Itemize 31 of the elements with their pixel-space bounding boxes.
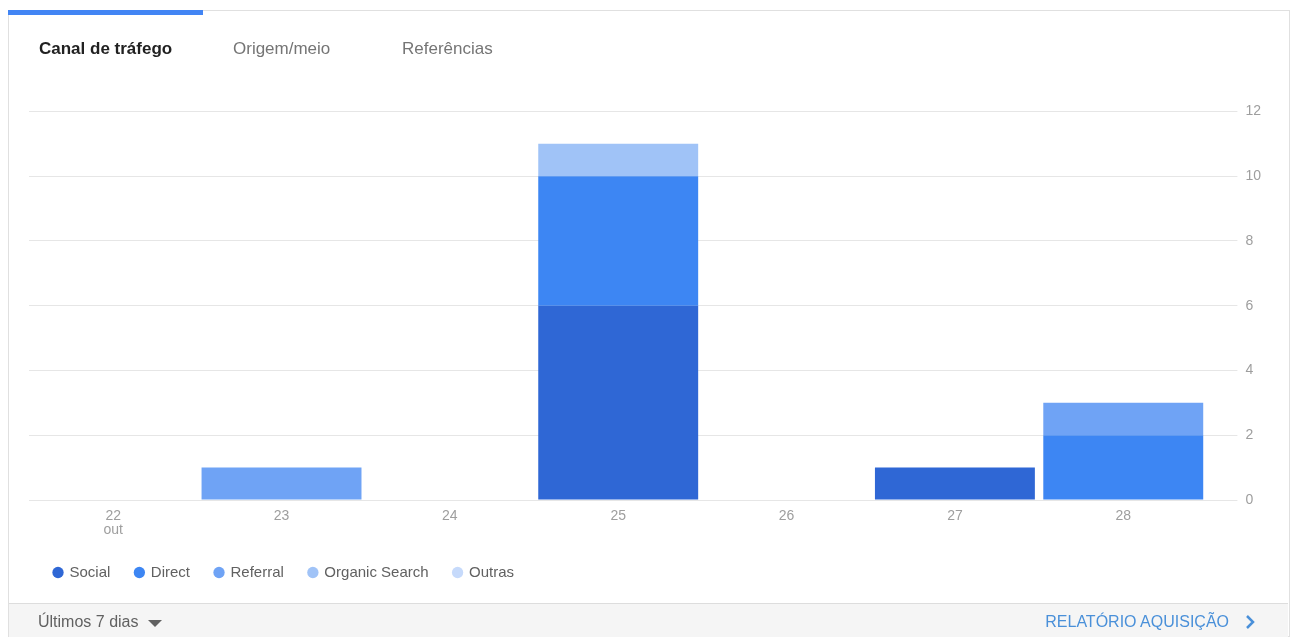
x-tick-label: 25 <box>610 506 627 523</box>
bar <box>538 176 699 306</box>
legend-label: Social <box>69 562 111 580</box>
text: Referências <box>402 39 493 59</box>
x-tick-label: 22 out <box>103 506 124 537</box>
y-tick-label: 4 <box>1245 361 1254 378</box>
legend-label: Direct <box>150 562 191 580</box>
x-tick-label: 24 <box>442 506 458 523</box>
y-tick-label: 10 <box>1245 167 1262 184</box>
y-tick-label: 0 <box>1245 490 1254 507</box>
text: Últimos 7 dias <box>38 613 139 631</box>
legend-label: Outras <box>469 562 515 580</box>
y-tick-label: 12 <box>1245 102 1262 119</box>
bar <box>1043 435 1204 500</box>
bar <box>538 143 699 177</box>
x-tick-label: 26 <box>778 506 795 523</box>
x-tick-label: 28 <box>1115 506 1132 523</box>
y-tick-label: 8 <box>1245 231 1254 248</box>
text: Origem/meio <box>233 39 331 59</box>
bar <box>874 467 1035 500</box>
x-tick-label: 23 <box>273 506 290 523</box>
bar <box>201 467 362 500</box>
text: RELATÓRIO AQUISIÇÃO <box>1045 613 1229 631</box>
y-tick-label: 2 <box>1245 426 1254 443</box>
chart-title: Canal de tráfego <box>39 39 173 59</box>
y-tick-label: 6 <box>1245 296 1254 313</box>
legend-label: Referral <box>230 562 284 580</box>
bar <box>538 305 699 500</box>
bar <box>1043 402 1204 436</box>
legend-label: Organic Search <box>324 562 429 580</box>
x-tick-label: 27 <box>947 506 963 523</box>
